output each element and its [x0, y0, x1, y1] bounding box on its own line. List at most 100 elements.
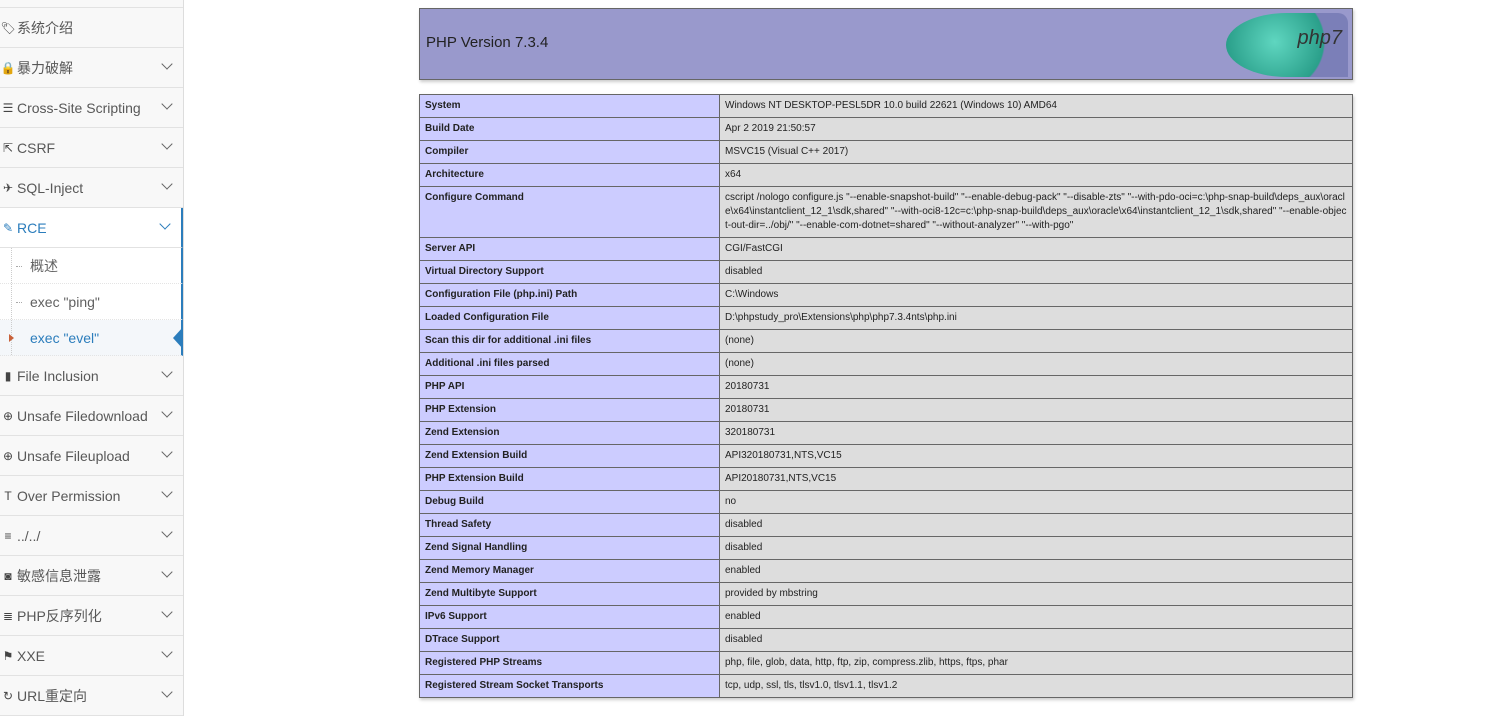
- row-key: Zend Extension Build: [419, 444, 720, 468]
- row-key: Build Date: [419, 117, 720, 141]
- row-key: Zend Extension: [419, 421, 720, 445]
- row-key: Thread Safety: [419, 513, 720, 537]
- row-key: Debug Build: [419, 490, 720, 514]
- file-icon: ▮: [4, 368, 12, 383]
- table-row: Thread Safety disabled: [419, 513, 1353, 537]
- row-key: Additional .ini files parsed: [419, 352, 720, 376]
- row-key: Zend Multibyte Support: [419, 582, 720, 606]
- row-key: DTrace Support: [419, 628, 720, 652]
- table-row: Compiler MSVC15 (Visual C++ 2017): [419, 140, 1353, 164]
- table-row: Registered Stream Socket Transports tcp, …: [419, 674, 1353, 698]
- sidebar-item-label: CSRF: [17, 139, 56, 156]
- row-key: PHP API: [419, 375, 720, 399]
- sidebar-item[interactable]: T Over Permission: [0, 476, 183, 516]
- sidebar-item[interactable]: ◙ 敏感信息泄露: [0, 556, 183, 596]
- row-key: Registered Stream Socket Transports: [419, 674, 720, 698]
- sidebar-item-label: RCE: [17, 219, 47, 236]
- row-value: disabled: [719, 536, 1353, 560]
- table-row: Scan this dir for additional .ini files(…: [419, 329, 1353, 353]
- sidebar-item[interactable]: 🔒 暴力破解: [0, 48, 183, 88]
- sidebar-item-label: URL重定向: [17, 687, 88, 704]
- chevron-down-icon: [161, 526, 173, 538]
- submenu-item[interactable]: exec "ping": [0, 284, 183, 320]
- row-key: System: [419, 94, 720, 118]
- row-key: Loaded Configuration File: [419, 306, 720, 330]
- php-elephant-logo: php7: [1226, 13, 1348, 77]
- sidebar-item-label: Unsafe Filedownload: [17, 407, 148, 424]
- chevron-down-icon: [161, 446, 173, 458]
- sidebar-item[interactable]: 🏷 系统介绍: [0, 8, 183, 48]
- submenu-item[interactable]: 概述: [0, 248, 183, 284]
- row-value: MSVC15 (Visual C++ 2017): [719, 140, 1353, 164]
- table-row: Zend Extension Build API320180731,NTS,VC1…: [419, 444, 1353, 468]
- row-value: disabled: [719, 628, 1353, 652]
- row-key: Compiler: [419, 140, 720, 164]
- row-value: provided by mbstring: [719, 582, 1353, 606]
- row-key: Architecture: [419, 163, 720, 187]
- sidebar-item-label: PHP反序列化: [17, 607, 102, 624]
- row-key: Zend Signal Handling: [419, 536, 720, 560]
- submenu-label: exec "ping": [30, 293, 100, 310]
- sidebar-item[interactable]: ▮ File Inclusion: [0, 356, 183, 396]
- row-value: (none): [719, 329, 1353, 353]
- pencil-icon: ✎: [2, 220, 14, 235]
- sidebar-item[interactable]: ✈ SQL-Inject: [0, 168, 183, 208]
- table-row: Zend Memory Manager enabled: [419, 559, 1353, 583]
- submenu-item[interactable]: exec "evel": [0, 320, 183, 356]
- table-row: Additional .ini files parsed (none): [419, 352, 1353, 376]
- table-row: Server API CGI/FastCGI: [419, 237, 1353, 261]
- chevron-down-icon: [161, 646, 173, 658]
- row-value: C:\Windows: [719, 283, 1353, 307]
- sidebar-item[interactable]: ☰ Cross-Site Scripting: [0, 88, 183, 128]
- upload-icon: ⊕: [2, 448, 14, 463]
- table-row: Configure Command cscript /nologo configu…: [419, 186, 1353, 238]
- table-row: Zend Multibyte Support provided by mbstri…: [419, 582, 1353, 606]
- row-value: Windows NT DESKTOP-PESL5DR 10.0 build 22…: [719, 94, 1353, 118]
- table-row: Zend Extension 320180731: [419, 421, 1353, 445]
- sidebar-item-label: File Inclusion: [17, 367, 99, 384]
- row-value: 20180731: [719, 375, 1353, 399]
- chevron-down-icon: [161, 486, 173, 498]
- submenu-label: exec "evel": [30, 329, 100, 346]
- chevron-down-icon: [161, 406, 173, 418]
- row-key: Configuration File (php.ini) Path: [419, 283, 720, 307]
- table-row: Virtual Directory Support disabled: [419, 260, 1353, 284]
- row-key: Virtual Directory Support: [419, 260, 720, 284]
- text-height-icon: T: [4, 488, 12, 503]
- table-row: Architecture x64: [419, 163, 1353, 187]
- table-row: Registered PHP Streams php, file, glob, d…: [419, 651, 1353, 675]
- active-pointer: [173, 327, 183, 349]
- chevron-down-icon: [161, 366, 173, 378]
- sidebar-item[interactable]: ↻ URL重定向: [0, 676, 183, 716]
- row-value: API20180731,NTS,VC15: [719, 467, 1353, 491]
- chevron-down-icon: [161, 566, 173, 578]
- table-row: Configuration File (php.ini) Path C:\Wind…: [419, 283, 1353, 307]
- caret-right-icon: [9, 334, 14, 342]
- sidebar-item[interactable]: ⊕ Unsafe Fileupload: [0, 436, 183, 476]
- sidebar-item-label: Cross-Site Scripting: [17, 99, 141, 116]
- sidebar-item[interactable]: ✎ RCE: [0, 208, 183, 248]
- phpinfo-table: System Windows NT DESKTOP-PESL5DR 10.0 bu…: [419, 94, 1353, 698]
- chevron-down-icon: [161, 178, 173, 190]
- row-value: x64: [719, 163, 1353, 187]
- sidebar-item[interactable]: ≡ ../../: [0, 516, 183, 556]
- row-key: Zend Memory Manager: [419, 559, 720, 583]
- sidebar-item[interactable]: [0, 0, 183, 8]
- lock-icon: 🔒: [0, 60, 16, 75]
- sidebar-item[interactable]: ≣ PHP反序列化: [0, 596, 183, 636]
- table-row: IPv6 Support enabled: [419, 605, 1353, 629]
- share-icon: ⇱: [2, 140, 14, 155]
- align-justify-icon: ≣: [2, 608, 14, 623]
- sidebar-item-label: ../../: [17, 527, 41, 544]
- row-value: enabled: [719, 559, 1353, 583]
- camera-icon: ◙: [4, 568, 12, 583]
- chevron-down-icon: [161, 58, 173, 70]
- sidebar-item[interactable]: ⊕ Unsafe Filedownload: [0, 396, 183, 436]
- sidebar-item[interactable]: ⚑ XXE: [0, 636, 183, 676]
- refresh-icon: ↻: [2, 688, 14, 703]
- chevron-down-icon: [161, 606, 173, 618]
- row-value: 320180731: [719, 421, 1353, 445]
- sidebar-item[interactable]: ⇱ CSRF: [0, 128, 183, 168]
- table-row: Zend Signal Handling disabled: [419, 536, 1353, 560]
- row-value: enabled: [719, 605, 1353, 629]
